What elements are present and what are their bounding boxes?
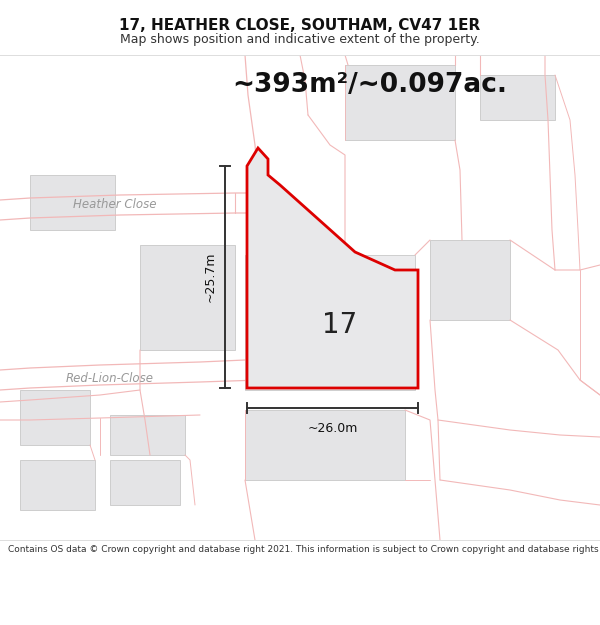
Text: ~25.7m: ~25.7m [204,252,217,302]
Polygon shape [345,65,455,140]
Text: Contains OS data © Crown copyright and database right 2021. This information is : Contains OS data © Crown copyright and d… [8,545,600,554]
Polygon shape [140,245,235,350]
Polygon shape [430,240,510,320]
Polygon shape [20,460,95,510]
Polygon shape [110,415,185,455]
Text: Heather Close: Heather Close [73,199,157,211]
Text: 17: 17 [322,311,358,339]
Text: ~26.0m: ~26.0m [307,422,358,435]
Text: 17, HEATHER CLOSE, SOUTHAM, CV47 1ER: 17, HEATHER CLOSE, SOUTHAM, CV47 1ER [119,18,481,32]
Polygon shape [110,460,180,505]
Text: ~393m²/~0.097ac.: ~393m²/~0.097ac. [233,72,508,98]
Polygon shape [247,148,418,388]
Text: Red-Lion-Close: Red-Lion-Close [66,371,154,384]
Polygon shape [30,175,115,230]
Polygon shape [20,390,90,445]
Text: Map shows position and indicative extent of the property.: Map shows position and indicative extent… [120,32,480,46]
Polygon shape [245,255,415,390]
Polygon shape [480,75,555,120]
Polygon shape [245,410,405,480]
